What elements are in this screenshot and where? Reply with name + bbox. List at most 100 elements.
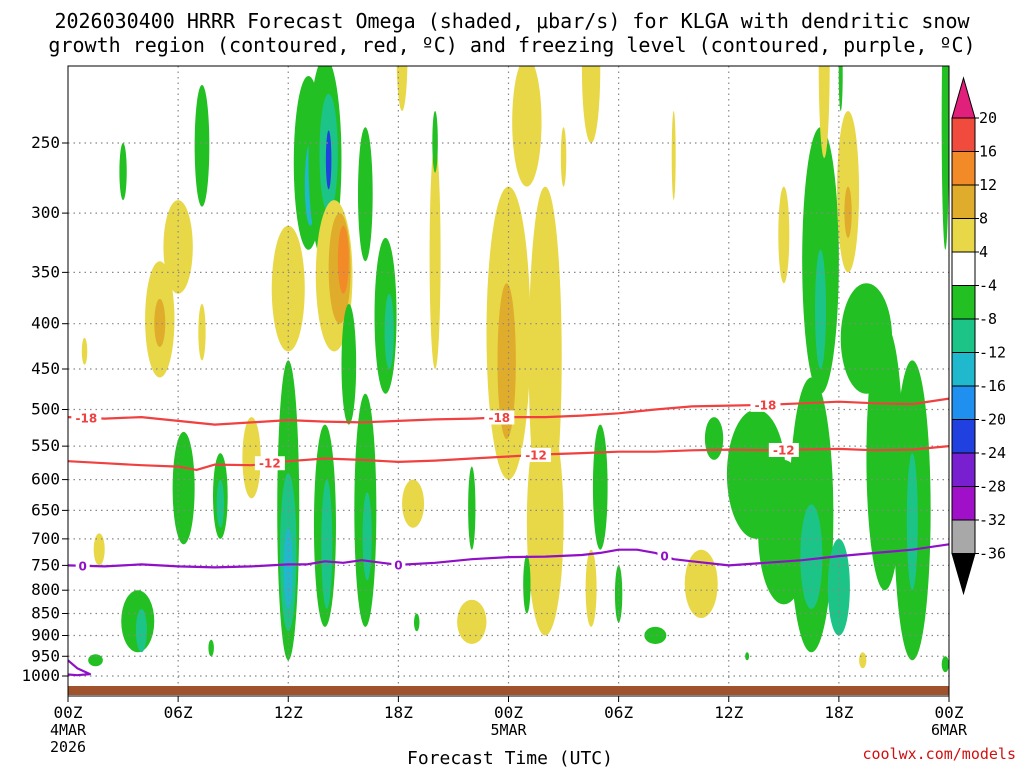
y-tick-label-950: 950: [31, 646, 60, 665]
omega-cell-74: [135, 608, 147, 653]
y-tick-label-300: 300: [31, 203, 60, 222]
omega-cell-8: [172, 431, 195, 545]
omega-cell-70: [941, 656, 949, 673]
omega-cell-68: [906, 453, 918, 591]
omega-cell-46: [523, 555, 531, 614]
dsgz-contour-label-bg-1-0: [254, 456, 285, 471]
y-tick-label-750: 750: [31, 555, 60, 574]
omega-cell-37: [468, 466, 476, 550]
freezing-contour-label-bg-0-2: [657, 549, 672, 564]
dsgz-contour-label-bg-0-2: [750, 397, 781, 412]
omega-cell-11: [271, 225, 305, 352]
freezing-contour-label-0-2: 0: [660, 550, 668, 564]
omega-cell-22: [337, 225, 349, 294]
omega-cell-75: [88, 654, 103, 667]
y-tick-label-850: 850: [31, 604, 60, 623]
omega-cell-4: [163, 200, 193, 294]
y-tick-label-800: 800: [31, 580, 60, 599]
x-tick-label-8: 00Z: [935, 703, 964, 722]
y-axis-ticks: 250 300 350 400 450 500 550 600 650 700 750 800 850 9…: [21, 133, 68, 685]
omega-cell-59: [815, 249, 827, 369]
colorbar-label-6: -8: [979, 310, 997, 328]
colorbar-label-10: -24: [979, 444, 1006, 462]
colorbar-bin-13: [951, 519, 976, 554]
dsgz-contour-label-0-2: -18: [755, 398, 777, 412]
omega-cell-76: [93, 533, 105, 566]
colorbar-bin-1: [951, 117, 976, 152]
omega-cell-24: [321, 479, 333, 609]
y-tick-label-650: 650: [31, 500, 60, 519]
x-tick-label-1: 06Z: [164, 703, 193, 722]
y-tick-label-600: 600: [31, 470, 60, 489]
colorbar-label-2: 12: [979, 176, 997, 194]
omega-cell-7: [194, 85, 210, 207]
colorbar-label-5: -4: [979, 277, 997, 295]
omega-cell-32: [402, 479, 425, 528]
chart-title-line1: 2026030400 HRRR Forecast Omega (shaded, …: [54, 9, 970, 33]
y-tick-label-550: 550: [31, 436, 60, 455]
freezing-contour-label-0-0: 0: [79, 559, 87, 573]
colorbar-bin-10: [951, 419, 976, 454]
credit-text: coolwx.com/models: [862, 745, 1016, 763]
omega-cell-71: [859, 652, 867, 669]
omega-cell-19: [325, 130, 332, 190]
colorbar-bin-8: [951, 352, 976, 387]
freezing-contour-line-0: [68, 543, 949, 569]
omega-cell-47: [585, 549, 597, 627]
omega-cell-50: [671, 110, 676, 201]
chart-title-line2: growth region (contoured, red, ºC) and f…: [48, 33, 975, 57]
y-tick-label-250: 250: [31, 133, 60, 152]
omega-cell-51: [684, 549, 718, 619]
dsgz-contour-label-bg-0-1: [484, 410, 515, 425]
omega-cell-69: [941, 66, 949, 250]
x-tick-date-4: 5MAR: [490, 721, 527, 739]
colorbar-label-12: -32: [979, 511, 1006, 529]
omega-cell-45: [592, 424, 608, 550]
omega-cell-25: [341, 303, 357, 425]
x-tick-date-0: 4MAR: [50, 721, 87, 739]
omega-cell-64: [838, 66, 843, 111]
dsgz-contour-label-1-1: -12: [525, 448, 547, 462]
freezing-contour-line-1: [68, 659, 92, 677]
omega-cell-34: [432, 110, 438, 173]
omega-cell-14: [283, 527, 293, 609]
freezing-contour-label-0-1: 0: [394, 558, 402, 572]
omega-cell-31: [396, 66, 408, 111]
freezing-contour-label-bg-0-1: [391, 557, 406, 572]
omega-cell-52: [704, 417, 724, 460]
omega-cell-60: [778, 186, 790, 284]
omega-cell-2: [154, 298, 166, 348]
omega-cell-30: [362, 492, 372, 581]
omega-cell-36: [413, 613, 420, 632]
x-tick-label-6: 12Z: [714, 703, 743, 722]
x-tick-label-7: 18Z: [824, 703, 853, 722]
colorbar-label-13: -36: [979, 545, 1006, 563]
y-tick-label-450: 450: [31, 359, 60, 378]
dsgz-contour-label-bg-1-1: [521, 447, 552, 462]
omega-cell-63: [818, 66, 830, 159]
omega-cell-72: [745, 652, 750, 661]
y-tick-label-350: 350: [31, 262, 60, 281]
omega-cell-57: [827, 538, 850, 636]
dsgz-contour-label-bg-1-2: [768, 442, 799, 457]
colorbar-label-11: -28: [979, 478, 1006, 496]
omega-cell-62: [844, 186, 852, 238]
dsgz-contour-label-0-1: -18: [488, 411, 510, 425]
omega-cell-0: [119, 143, 127, 201]
omega-cell-48: [614, 565, 623, 623]
omega-cell-78: [242, 417, 261, 499]
colorbar-bin-2: [951, 151, 976, 186]
terrain-strip: [68, 686, 949, 695]
freezing-contour-label-bg-0-0: [75, 558, 90, 573]
x-tick-label-2: 12Z: [274, 703, 303, 722]
contour-lines: -18 -18 -18 -12 -12 -12 0 0 0: [68, 397, 949, 677]
y-tick-label-400: 400: [31, 314, 60, 333]
omega-cell-26: [357, 127, 373, 262]
omega-cell-41: [526, 409, 564, 636]
colorbar-bottom-arrow: [951, 553, 976, 596]
x-axis-label: Forecast Time (UTC): [407, 748, 613, 768]
x-tick-label-4: 00Z: [494, 703, 523, 722]
colorbar-label-8: -16: [979, 377, 1006, 395]
colorbar-bin-12: [951, 486, 976, 521]
